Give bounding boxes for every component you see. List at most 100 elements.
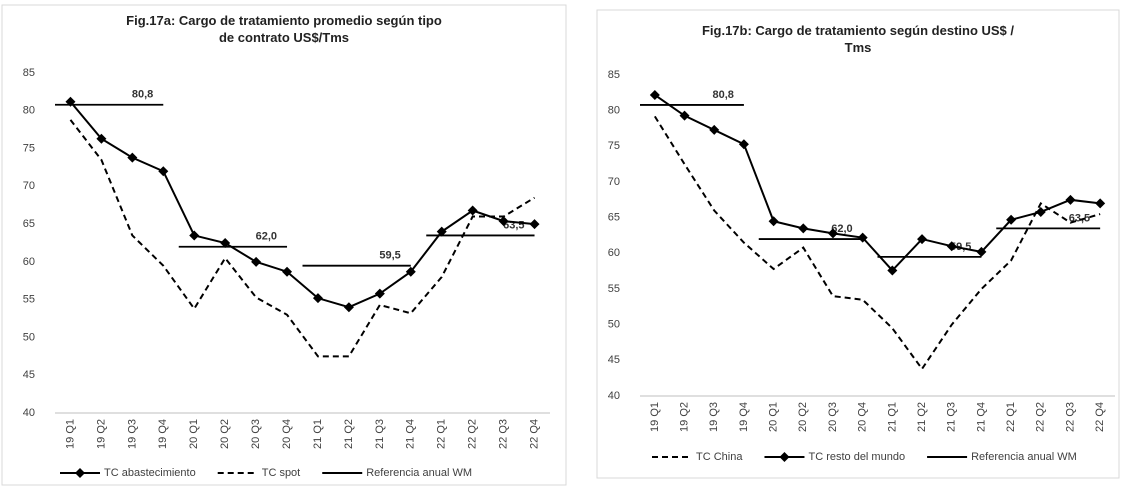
marker [405, 266, 416, 277]
marker [251, 256, 262, 267]
y-tick-label: 55 [23, 294, 35, 306]
marker [282, 266, 293, 277]
legend-label: TC China [696, 451, 743, 463]
marker [649, 89, 660, 100]
x-tick-label: 19 Q1 [649, 402, 661, 432]
y-tick-label: 45 [608, 354, 620, 366]
x-tick-label: 19 Q4 [738, 402, 750, 432]
x-tick-label: 20 Q4 [281, 419, 293, 449]
x-tick-label: 19 Q3 [126, 419, 138, 449]
marker [436, 226, 447, 237]
x-tick-label: 21 Q1 [312, 419, 324, 449]
chart-title: Fig.17b: Cargo de tratamiento según dest… [702, 23, 1014, 55]
x-tick-label: 21 Q2 [916, 402, 928, 432]
legend-marker [75, 468, 85, 478]
legend-label: TC spot [262, 467, 301, 479]
x-tick-label: 20 Q1 [768, 402, 780, 432]
marker [976, 246, 987, 257]
y-tick-label: 60 [23, 256, 35, 268]
x-tick-label: 22 Q1 [1005, 402, 1017, 432]
series-line [69, 101, 535, 309]
marker [498, 216, 509, 227]
reference-label: 80,8 [712, 89, 733, 101]
marker [1065, 194, 1076, 205]
marker [709, 124, 720, 135]
marker [857, 232, 868, 243]
chart-title: Fig.17a: Cargo de tratamiento promedio s… [126, 13, 442, 45]
x-tick-label: 19 Q2 [678, 402, 690, 432]
x-tick-label: 21 Q3 [946, 402, 958, 432]
x-tick-label: 22 Q2 [467, 419, 479, 449]
y-tick-label: 85 [23, 67, 35, 79]
y-tick-label: 40 [23, 407, 35, 419]
y-tick-label: 80 [608, 105, 620, 117]
x-tick-label: 21 Q1 [886, 402, 898, 432]
marker [343, 302, 354, 313]
legend-marker [779, 452, 790, 462]
y-tick-label: 75 [23, 142, 35, 154]
y-tick-label: 75 [608, 140, 620, 152]
legend-label: TC abastecimiento [104, 467, 196, 479]
x-tick-label: 20 Q3 [827, 402, 839, 432]
reference-label: 62,0 [831, 223, 852, 235]
marker [887, 265, 898, 276]
x-tick-label: 19 Q4 [157, 419, 169, 449]
marker [312, 293, 323, 304]
marker [798, 223, 809, 234]
x-tick-label: 20 Q3 [250, 419, 262, 449]
marker [96, 133, 107, 144]
x-tick-label: 20 Q1 [188, 419, 200, 449]
marker [127, 152, 138, 163]
marker [189, 230, 200, 241]
legend-label: Referencia anual WM [971, 451, 1077, 463]
y-tick-label: 70 [23, 180, 35, 192]
reference-label: 59,5 [379, 250, 400, 262]
marker [158, 166, 169, 177]
marker [768, 216, 779, 227]
marker [738, 139, 749, 150]
y-tick-label: 40 [608, 390, 620, 402]
y-tick-label: 55 [608, 283, 620, 295]
marker [1035, 206, 1046, 217]
x-tick-label: 22 Q4 [528, 419, 540, 449]
series-line [653, 115, 1101, 371]
marker [220, 238, 231, 248]
y-tick-label: 65 [23, 218, 35, 230]
x-tick-label: 22 Q1 [436, 419, 448, 449]
x-tick-label: 21 Q4 [405, 419, 417, 449]
marker [65, 96, 76, 107]
reference-label: 80,8 [132, 89, 153, 101]
y-tick-label: 85 [608, 69, 620, 81]
y-tick-label: 50 [608, 319, 620, 331]
chart: Fig.17a: Cargo de tratamiento promedio s… [1, 4, 567, 486]
x-tick-label: 21 Q2 [343, 419, 355, 449]
marker [1006, 214, 1017, 225]
chart-frame [1, 4, 567, 486]
reference-label: 62,0 [256, 231, 277, 243]
y-tick-label: 60 [608, 247, 620, 259]
x-tick-label: 19 Q3 [708, 402, 720, 432]
x-tick-label: 22 Q2 [1035, 402, 1047, 432]
marker [1095, 198, 1106, 209]
series-line [69, 119, 536, 358]
y-tick-label: 50 [23, 331, 35, 343]
x-tick-label: 20 Q2 [219, 419, 231, 449]
series-line [654, 94, 1101, 272]
marker [827, 228, 838, 239]
x-tick-label: 21 Q3 [374, 419, 386, 449]
x-tick-label: 19 Q1 [64, 419, 76, 449]
legend-label: Referencia anual WM [366, 467, 472, 479]
marker [946, 241, 957, 252]
marker [374, 288, 385, 299]
x-tick-label: 22 Q3 [498, 419, 510, 449]
x-tick-label: 19 Q2 [95, 419, 107, 449]
marker [529, 219, 540, 230]
marker [917, 234, 928, 245]
marker [467, 205, 478, 216]
legend-label: TC resto del mundo [808, 451, 905, 463]
x-tick-label: 22 Q3 [1064, 402, 1076, 432]
y-tick-label: 70 [608, 176, 620, 188]
x-tick-label: 22 Q4 [1094, 402, 1106, 432]
